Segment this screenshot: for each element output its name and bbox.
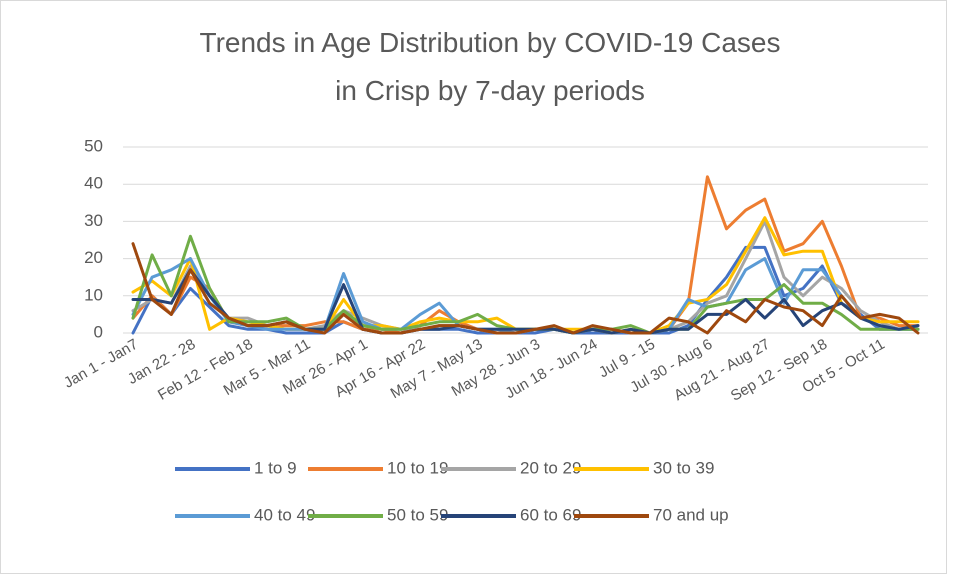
- y-tick-label: 30: [84, 211, 103, 230]
- legend-label: 20 to 29: [520, 458, 581, 477]
- legend-label: 50 to 59: [387, 505, 448, 524]
- chart-title: in Crisp by 7-day periods: [335, 75, 645, 106]
- series-line: [131, 242, 920, 335]
- legend-label: 10 to 19: [387, 458, 448, 477]
- y-tick-label: 10: [84, 285, 103, 304]
- legend-label: 70 and up: [653, 505, 729, 524]
- y-tick-label: 20: [84, 248, 103, 267]
- legend-label: 30 to 39: [653, 458, 714, 477]
- y-tick-label: 50: [84, 136, 103, 155]
- legend-label: 60 to 69: [520, 505, 581, 524]
- y-tick-label: 0: [94, 322, 103, 341]
- chart-title: Trends in Age Distribution by COVID-19 C…: [200, 27, 781, 58]
- legend-label: 1 to 9: [254, 458, 297, 477]
- legend-label: 40 to 49: [254, 505, 315, 524]
- y-tick-label: 40: [84, 174, 103, 193]
